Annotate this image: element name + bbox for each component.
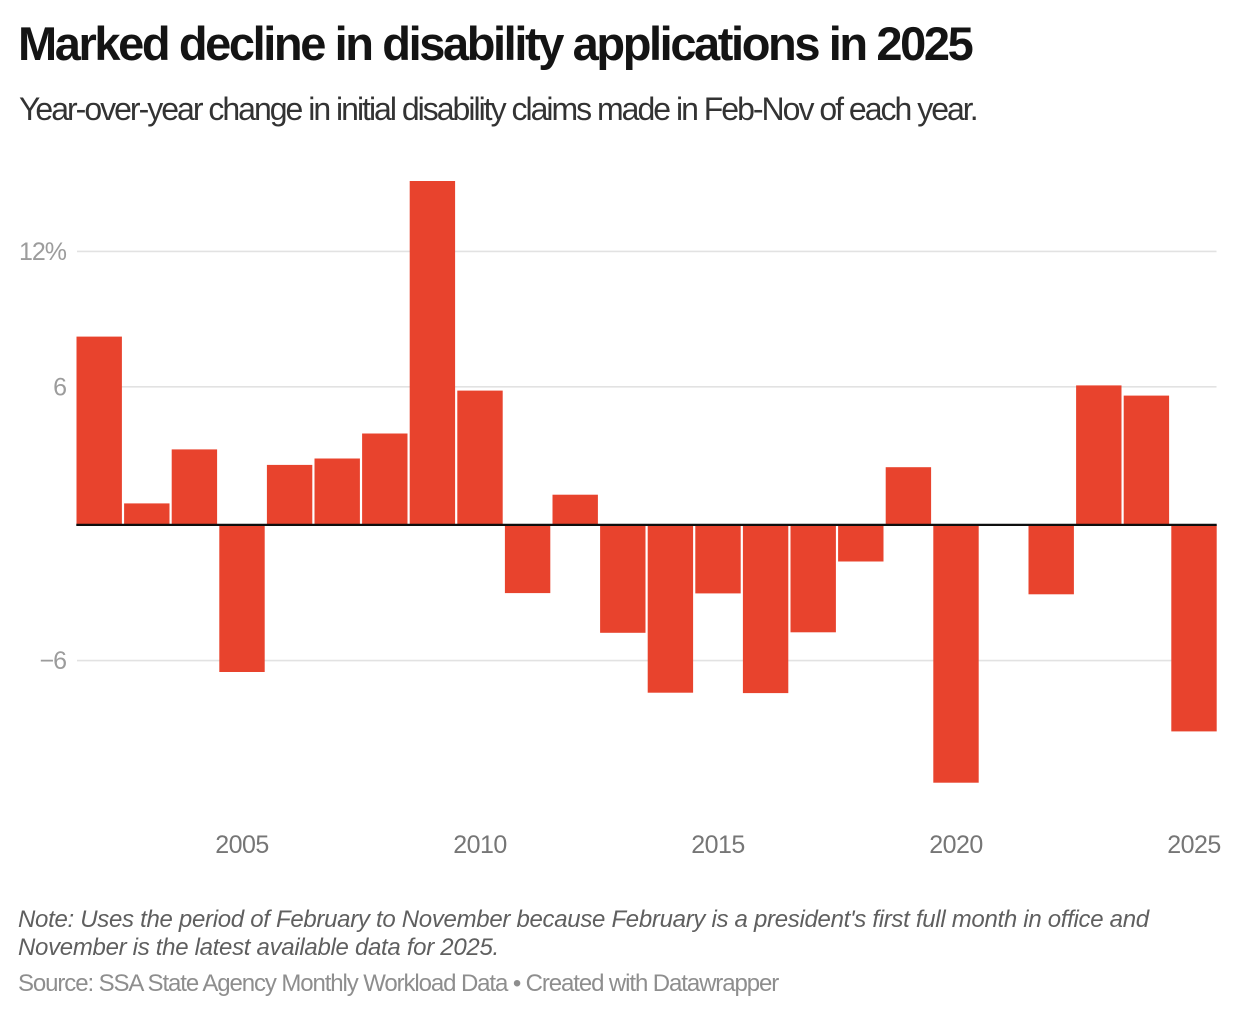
svg-text:12%: 12% — [19, 238, 67, 266]
svg-text:2025: 2025 — [1167, 831, 1221, 859]
svg-text:2015: 2015 — [691, 831, 745, 859]
svg-text:6: 6 — [53, 374, 66, 402]
svg-text:−6: −6 — [39, 647, 66, 675]
svg-text:2010: 2010 — [453, 831, 507, 859]
svg-text:2020: 2020 — [929, 831, 983, 859]
svg-text:2005: 2005 — [215, 831, 269, 859]
